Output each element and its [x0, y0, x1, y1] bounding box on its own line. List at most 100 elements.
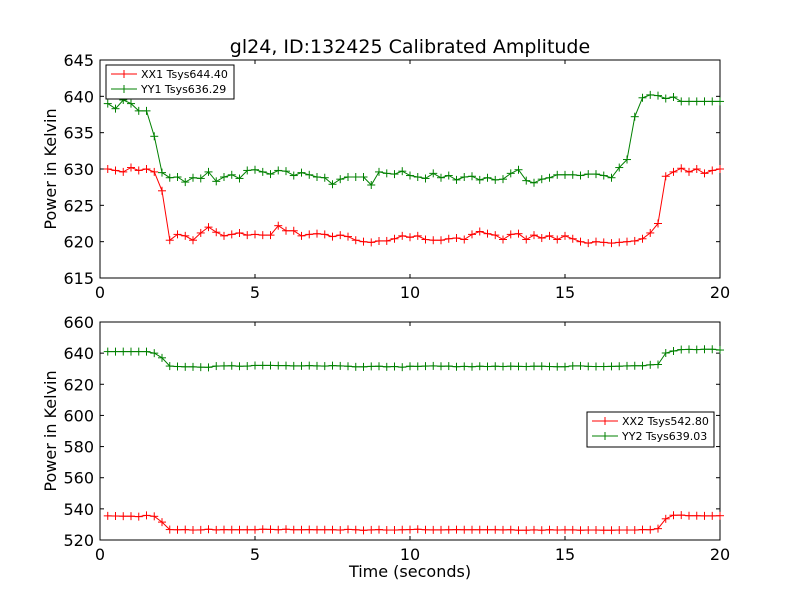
data-point: [716, 346, 724, 355]
x-tick-label: 20: [710, 283, 730, 302]
data-point: [700, 345, 709, 354]
data-point: [227, 525, 236, 534]
y-tick-label: 640: [63, 87, 94, 106]
data-point: [661, 94, 670, 103]
data-point: [266, 361, 275, 370]
data-point: [615, 362, 624, 371]
data-point: [576, 361, 585, 370]
data-point: [646, 525, 655, 534]
data-point: [630, 236, 639, 245]
data-point: [243, 362, 252, 371]
data-point: [359, 526, 368, 535]
data-point: [584, 526, 593, 535]
data-point: [530, 178, 538, 187]
data-point: [158, 518, 166, 527]
data-point: [491, 525, 500, 534]
data-point: [305, 230, 314, 239]
legend-box: [105, 64, 235, 100]
data-point: [336, 526, 345, 535]
data-point: [398, 167, 407, 176]
data-point: [328, 361, 337, 370]
data-point: [700, 97, 709, 106]
data-point: [692, 97, 701, 106]
data-point: [158, 353, 166, 362]
data-point: [475, 525, 484, 534]
data-point: [359, 172, 368, 181]
data-point: [444, 234, 453, 243]
data-point: [514, 526, 523, 535]
data-point: [685, 345, 693, 354]
data-point: [382, 169, 391, 178]
data-point: [561, 525, 569, 534]
data-point: [181, 362, 190, 371]
x-tick-label: 5: [250, 283, 260, 302]
data-point: [429, 236, 438, 245]
data-point: [468, 525, 476, 534]
y-tick-label: 630: [63, 160, 94, 179]
data-point: [677, 97, 686, 106]
data-point: [669, 93, 678, 102]
y-tick-label: 600: [63, 406, 94, 425]
data-point: [514, 229, 523, 238]
data-point: [189, 362, 197, 371]
data-point: [289, 525, 298, 534]
data-point: [421, 235, 430, 244]
data-point: [134, 106, 143, 115]
data-point: [359, 362, 368, 371]
data-point: [344, 362, 352, 371]
x-tick-label: 15: [555, 283, 575, 302]
data-point: [320, 230, 329, 239]
data-point: [220, 231, 228, 240]
data-point: [127, 163, 135, 172]
y-axis-label: Power in Kelvin: [41, 370, 60, 491]
data-point: [669, 167, 678, 176]
data-point: [537, 234, 546, 243]
y-tick-label: 560: [63, 469, 94, 488]
data-point: [189, 173, 197, 182]
data-point: [390, 526, 399, 535]
data-point: [708, 166, 717, 175]
data-point: [375, 236, 383, 245]
data-point: [468, 362, 476, 371]
data-point: [227, 361, 236, 370]
data-point: [483, 173, 492, 182]
data-point: [506, 362, 515, 371]
data-point: [243, 525, 252, 534]
data-point: [491, 231, 500, 240]
data-point: [545, 231, 554, 240]
data-point: [654, 91, 662, 100]
data-point: [437, 362, 445, 371]
data-point: [344, 172, 352, 181]
data-point: [390, 234, 399, 243]
legend-label: YY2 Tsys639.03: [621, 430, 707, 443]
data-point: [460, 172, 469, 181]
data-point: [530, 231, 538, 240]
data-point: [398, 525, 407, 534]
bottom-chart: 0 5 10 15 20 520 540 560 580 600 620 640 660 Power in…: [41, 313, 730, 564]
data-point: [669, 346, 678, 355]
data-point: [545, 173, 554, 182]
data-point: [220, 525, 228, 534]
data-point: [289, 226, 298, 235]
data-point: [514, 165, 523, 174]
data-point: [475, 227, 484, 236]
data-point: [351, 236, 360, 245]
data-point: [173, 172, 182, 181]
data-point: [607, 173, 616, 182]
data-point: [134, 166, 143, 175]
legend-item: XX1 Tsys644.40: [111, 68, 228, 81]
data-point: [576, 171, 585, 180]
data-point: [119, 512, 128, 521]
data-point: [243, 231, 252, 240]
data-point: [700, 511, 709, 520]
data-point: [142, 347, 151, 356]
data-point: [638, 93, 647, 102]
data-point: [344, 232, 352, 241]
data-point: [235, 174, 244, 183]
data-point: [530, 525, 538, 534]
data-point: [623, 526, 631, 535]
x-tick-label: 0: [95, 283, 105, 302]
data-point: [607, 362, 616, 371]
data-point: [274, 166, 283, 175]
